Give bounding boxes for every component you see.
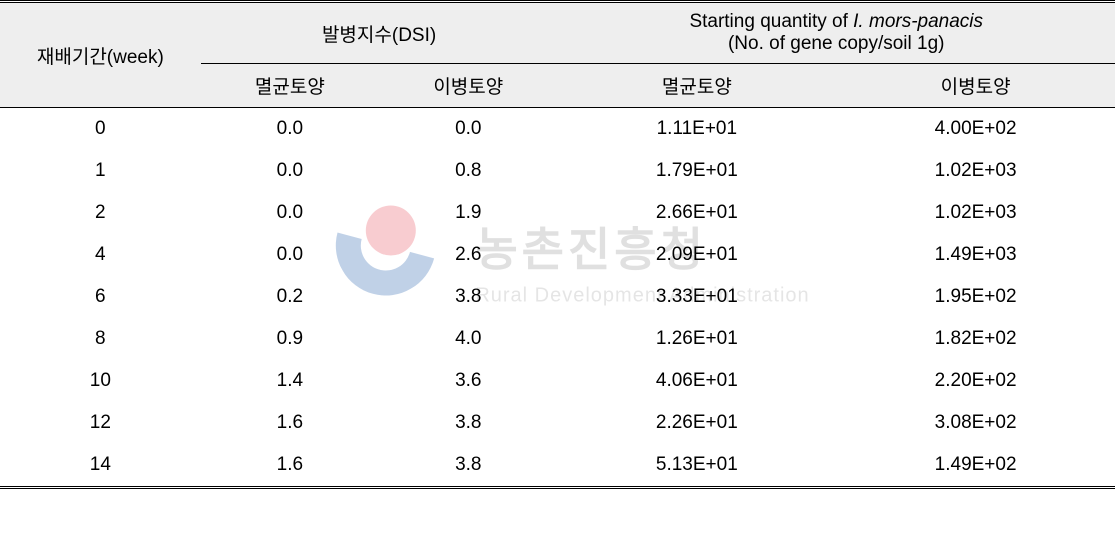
cell-dsi-sterile: 0.0 xyxy=(201,234,379,276)
cell-qty-diseased: 1.49E+03 xyxy=(836,234,1115,276)
table-row: 80.94.01.26E+011.82E+02 xyxy=(0,318,1115,360)
cell-qty-sterile: 5.13E+01 xyxy=(557,444,836,488)
cell-week: 4 xyxy=(0,234,201,276)
cell-week: 12 xyxy=(0,402,201,444)
table-body: 00.00.01.11E+014.00E+0210.00.81.79E+011.… xyxy=(0,108,1115,488)
cell-dsi-diseased: 3.8 xyxy=(379,276,557,318)
cell-dsi-sterile: 1.6 xyxy=(201,402,379,444)
table-row: 141.63.85.13E+011.49E+02 xyxy=(0,444,1115,488)
cell-dsi-sterile: 1.6 xyxy=(201,444,379,488)
cell-qty-sterile: 2.66E+01 xyxy=(557,192,836,234)
header-dsi-sterile: 멸균토양 xyxy=(201,64,379,108)
header-week: 재배기간(week) xyxy=(0,2,201,108)
cell-dsi-sterile: 1.4 xyxy=(201,360,379,402)
cell-qty-diseased: 1.02E+03 xyxy=(836,150,1115,192)
table-row: 20.01.92.66E+011.02E+03 xyxy=(0,192,1115,234)
table-row: 00.00.01.11E+014.00E+02 xyxy=(0,108,1115,151)
cell-dsi-diseased: 3.6 xyxy=(379,360,557,402)
table-row: 10.00.81.79E+011.02E+03 xyxy=(0,150,1115,192)
table-row: 101.43.64.06E+012.20E+02 xyxy=(0,360,1115,402)
cell-week: 2 xyxy=(0,192,201,234)
cell-dsi-sterile: 0.0 xyxy=(201,108,379,151)
header-dsi-group: 발병지수(DSI) xyxy=(201,2,558,64)
cell-dsi-diseased: 4.0 xyxy=(379,318,557,360)
cell-dsi-diseased: 0.0 xyxy=(379,108,557,151)
cell-qty-diseased: 2.20E+02 xyxy=(836,360,1115,402)
cell-qty-sterile: 3.33E+01 xyxy=(557,276,836,318)
cell-qty-sterile: 2.09E+01 xyxy=(557,234,836,276)
cell-dsi-sterile: 0.0 xyxy=(201,150,379,192)
header-qty-italic: I. mors-panacis xyxy=(853,11,983,32)
cell-qty-sterile: 1.11E+01 xyxy=(557,108,836,151)
cell-week: 6 xyxy=(0,276,201,318)
cell-qty-diseased: 4.00E+02 xyxy=(836,108,1115,151)
cell-week: 0 xyxy=(0,108,201,151)
cell-dsi-diseased: 2.6 xyxy=(379,234,557,276)
cell-qty-diseased: 1.95E+02 xyxy=(836,276,1115,318)
cell-qty-diseased: 1.82E+02 xyxy=(836,318,1115,360)
cell-dsi-diseased: 1.9 xyxy=(379,192,557,234)
cell-qty-sterile: 1.26E+01 xyxy=(557,318,836,360)
table-row: 60.23.83.33E+011.95E+02 xyxy=(0,276,1115,318)
cell-dsi-diseased: 3.8 xyxy=(379,402,557,444)
header-qty-diseased: 이병토양 xyxy=(836,64,1115,108)
cell-week: 14 xyxy=(0,444,201,488)
cell-week: 8 xyxy=(0,318,201,360)
cell-qty-sterile: 1.79E+01 xyxy=(557,150,836,192)
header-qty-suffix: (No. of gene copy/soil 1g) xyxy=(728,33,945,54)
cell-qty-sterile: 2.26E+01 xyxy=(557,402,836,444)
cell-qty-diseased: 1.02E+03 xyxy=(836,192,1115,234)
cell-qty-diseased: 1.49E+02 xyxy=(836,444,1115,488)
header-dsi-diseased: 이병토양 xyxy=(379,64,557,108)
cell-week: 1 xyxy=(0,150,201,192)
data-table: 재배기간(week) 발병지수(DSI) Starting quantity o… xyxy=(0,0,1115,489)
header-qty-sterile: 멸균토양 xyxy=(557,64,836,108)
cell-qty-sterile: 4.06E+01 xyxy=(557,360,836,402)
table-row: 40.02.62.09E+011.49E+03 xyxy=(0,234,1115,276)
cell-qty-diseased: 3.08E+02 xyxy=(836,402,1115,444)
cell-dsi-sterile: 0.0 xyxy=(201,192,379,234)
cell-week: 10 xyxy=(0,360,201,402)
header-qty-group: Starting quantity of I. mors-panacis (No… xyxy=(557,2,1115,64)
table-row: 121.63.82.26E+013.08E+02 xyxy=(0,402,1115,444)
cell-dsi-sterile: 0.9 xyxy=(201,318,379,360)
cell-dsi-sterile: 0.2 xyxy=(201,276,379,318)
header-qty-prefix: Starting quantity of xyxy=(689,11,853,32)
cell-dsi-diseased: 0.8 xyxy=(379,150,557,192)
cell-dsi-diseased: 3.8 xyxy=(379,444,557,488)
